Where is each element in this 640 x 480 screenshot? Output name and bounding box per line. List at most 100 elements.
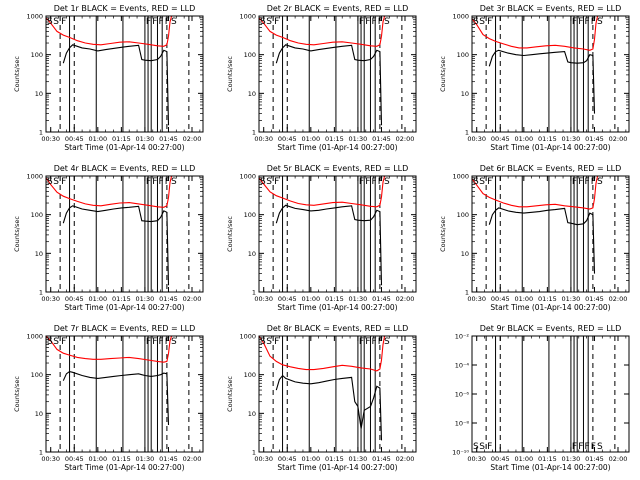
flag-label: F — [152, 177, 157, 187]
series-events-line — [62, 44, 170, 126]
y-tick-label: 10 — [248, 90, 256, 98]
series-lld-line — [258, 175, 386, 208]
y-tick-label: 10⁻² — [455, 333, 470, 341]
flag-label: S — [384, 177, 390, 187]
flag-label: F — [572, 177, 577, 187]
series-events-line — [275, 374, 383, 441]
flag-label: S — [597, 442, 603, 452]
y-axis-label: Counts/sec — [13, 376, 21, 412]
x-tick-label: 01:00 — [514, 455, 533, 463]
x-tick-label: 01:15 — [325, 295, 344, 303]
flag-label: S — [266, 17, 272, 27]
x-tick-label: 01:00 — [301, 135, 320, 143]
y-axis-label: Counts/sec — [226, 376, 234, 412]
x-tick-label: 01:15 — [538, 135, 557, 143]
panel-title: Det 1r BLACK = Events, RED = LLD — [54, 4, 196, 13]
flag-label: S — [171, 337, 177, 347]
flag-label: S — [597, 177, 603, 187]
series-lld-line — [45, 175, 173, 208]
flag-label: F — [274, 337, 279, 347]
x-tick-label: 00:45 — [278, 295, 297, 303]
flag-label: S — [479, 17, 485, 27]
x-tick-label: 01:45 — [585, 295, 604, 303]
y-tick-label: 1000 — [452, 13, 469, 21]
x-tick-label: 01:00 — [514, 135, 533, 143]
x-tick-label: 00:30 — [467, 135, 486, 143]
panel-title: Det 5r BLACK = Events, RED = LLD — [267, 164, 409, 173]
x-tick-label: 00:30 — [254, 135, 273, 143]
x-tick-label: 00:45 — [65, 455, 84, 463]
x-tick-label: 00:30 — [467, 295, 486, 303]
flag-label: S — [53, 177, 59, 187]
x-axis-label: Start Time (01-Apr-14 00:27:00) — [490, 143, 610, 152]
x-tick-label: 00:30 — [467, 455, 486, 463]
x-axis-label: Start Time (01-Apr-14 00:27:00) — [490, 303, 610, 312]
x-tick-label: 01:00 — [88, 295, 107, 303]
flag-label: S — [266, 337, 272, 347]
flag-label: F — [487, 17, 492, 27]
flag-label: F — [578, 177, 583, 187]
panel-title: Det 3r BLACK = Events, RED = LLD — [480, 4, 622, 13]
flag-label: F — [371, 177, 376, 187]
x-axis-label: Start Time (01-Apr-14 00:27:00) — [64, 303, 184, 312]
x-tick-label: 02:00 — [609, 455, 628, 463]
flag-label: S — [171, 17, 177, 27]
y-tick-label: 100 — [457, 211, 469, 219]
flag-label: S — [473, 177, 479, 187]
flag-label: F — [487, 177, 492, 187]
flag-label: F — [61, 337, 66, 347]
flag-label: S — [260, 17, 266, 27]
flag-label: S — [473, 442, 479, 452]
flag-label: S — [53, 17, 59, 27]
x-tick-label: 02:00 — [609, 135, 628, 143]
y-tick-label: 100 — [31, 371, 43, 379]
x-tick-label: 01:30 — [136, 455, 155, 463]
x-axis-label: Start Time (01-Apr-14 00:27:00) — [277, 143, 397, 152]
x-tick-label: 00:45 — [278, 455, 297, 463]
plot-frame — [258, 175, 417, 293]
x-tick-label: 01:30 — [562, 295, 581, 303]
y-tick-label: 10 — [35, 250, 43, 258]
flag-label: F — [359, 337, 364, 347]
y-axis-label: Counts/sec — [13, 216, 21, 252]
flag-label: F — [165, 177, 170, 187]
plot-frame — [471, 15, 630, 133]
y-tick-label: 1000 — [239, 13, 256, 21]
flag-label: S — [47, 17, 53, 27]
x-tick-label: 00:45 — [278, 135, 297, 143]
x-tick-label: 00:45 — [491, 455, 510, 463]
flag-label: F — [378, 17, 383, 27]
y-tick-label: 1000 — [239, 333, 256, 341]
flag-label: F — [146, 17, 151, 27]
x-tick-label: 01:15 — [538, 455, 557, 463]
plot-frame — [258, 15, 417, 133]
panel-title: Det 8r BLACK = Events, RED = LLD — [267, 324, 409, 333]
flag-label: F — [152, 337, 157, 347]
series-events-line — [62, 205, 170, 286]
y-tick-label: 10 — [248, 250, 256, 258]
x-tick-label: 02:00 — [183, 455, 202, 463]
x-tick-label: 02:00 — [183, 295, 202, 303]
y-tick-label: 1 — [252, 129, 256, 137]
flag-label: S — [266, 177, 272, 187]
x-tick-label: 01:30 — [349, 455, 368, 463]
series-lld-line — [471, 175, 599, 210]
flag-label: F — [371, 337, 376, 347]
flag-label: S — [260, 177, 266, 187]
x-tick-label: 02:00 — [183, 135, 202, 143]
x-tick-label: 00:45 — [491, 295, 510, 303]
y-tick-label: 1 — [252, 289, 256, 297]
x-tick-label: 01:30 — [136, 295, 155, 303]
x-tick-label: 00:30 — [254, 295, 273, 303]
x-tick-label: 01:15 — [325, 135, 344, 143]
plot-frame — [471, 175, 630, 293]
flag-label: F — [572, 17, 577, 27]
x-tick-label: 00:30 — [41, 135, 60, 143]
x-tick-label: 02:00 — [609, 295, 628, 303]
